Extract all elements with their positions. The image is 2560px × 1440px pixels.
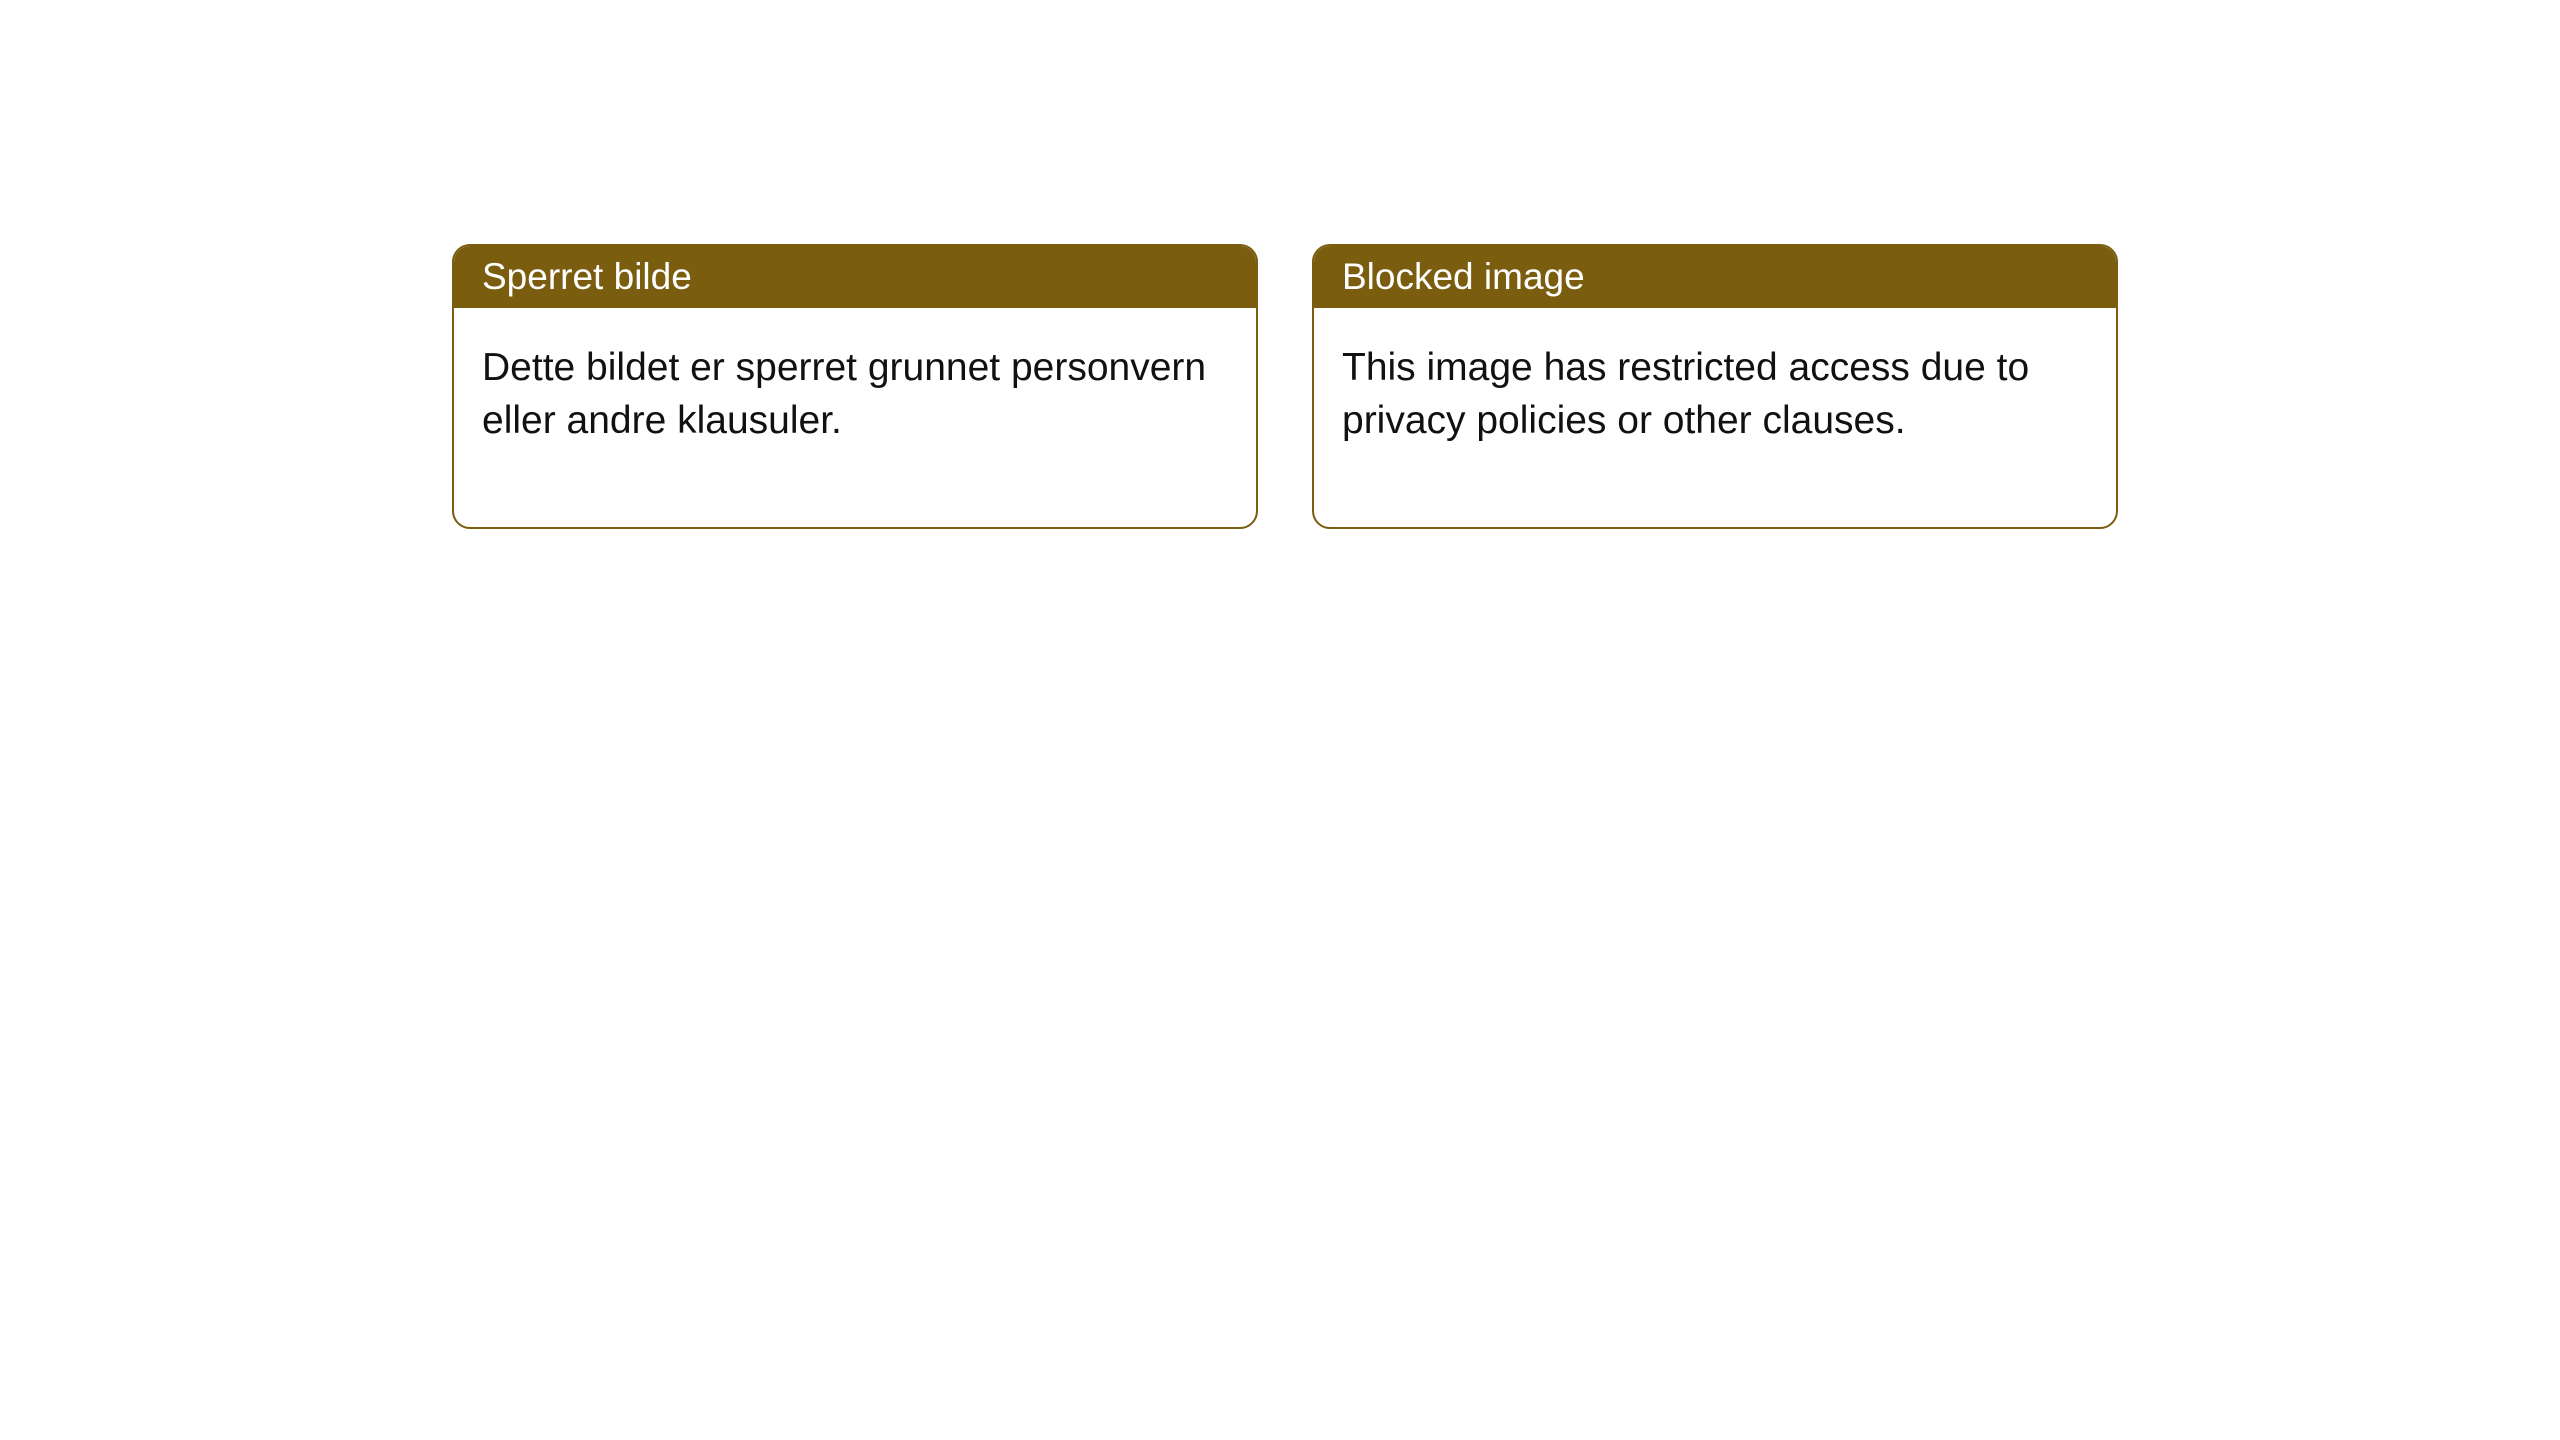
card-body-no: Dette bildet er sperret grunnet personve… (454, 308, 1256, 527)
card-container: Sperret bilde Dette bildet er sperret gr… (0, 0, 2560, 529)
card-body-en: This image has restricted access due to … (1314, 308, 2116, 527)
blocked-image-card-en: Blocked image This image has restricted … (1312, 244, 2118, 529)
card-header-no: Sperret bilde (454, 246, 1256, 308)
blocked-image-card-no: Sperret bilde Dette bildet er sperret gr… (452, 244, 1258, 529)
card-header-en: Blocked image (1314, 246, 2116, 308)
